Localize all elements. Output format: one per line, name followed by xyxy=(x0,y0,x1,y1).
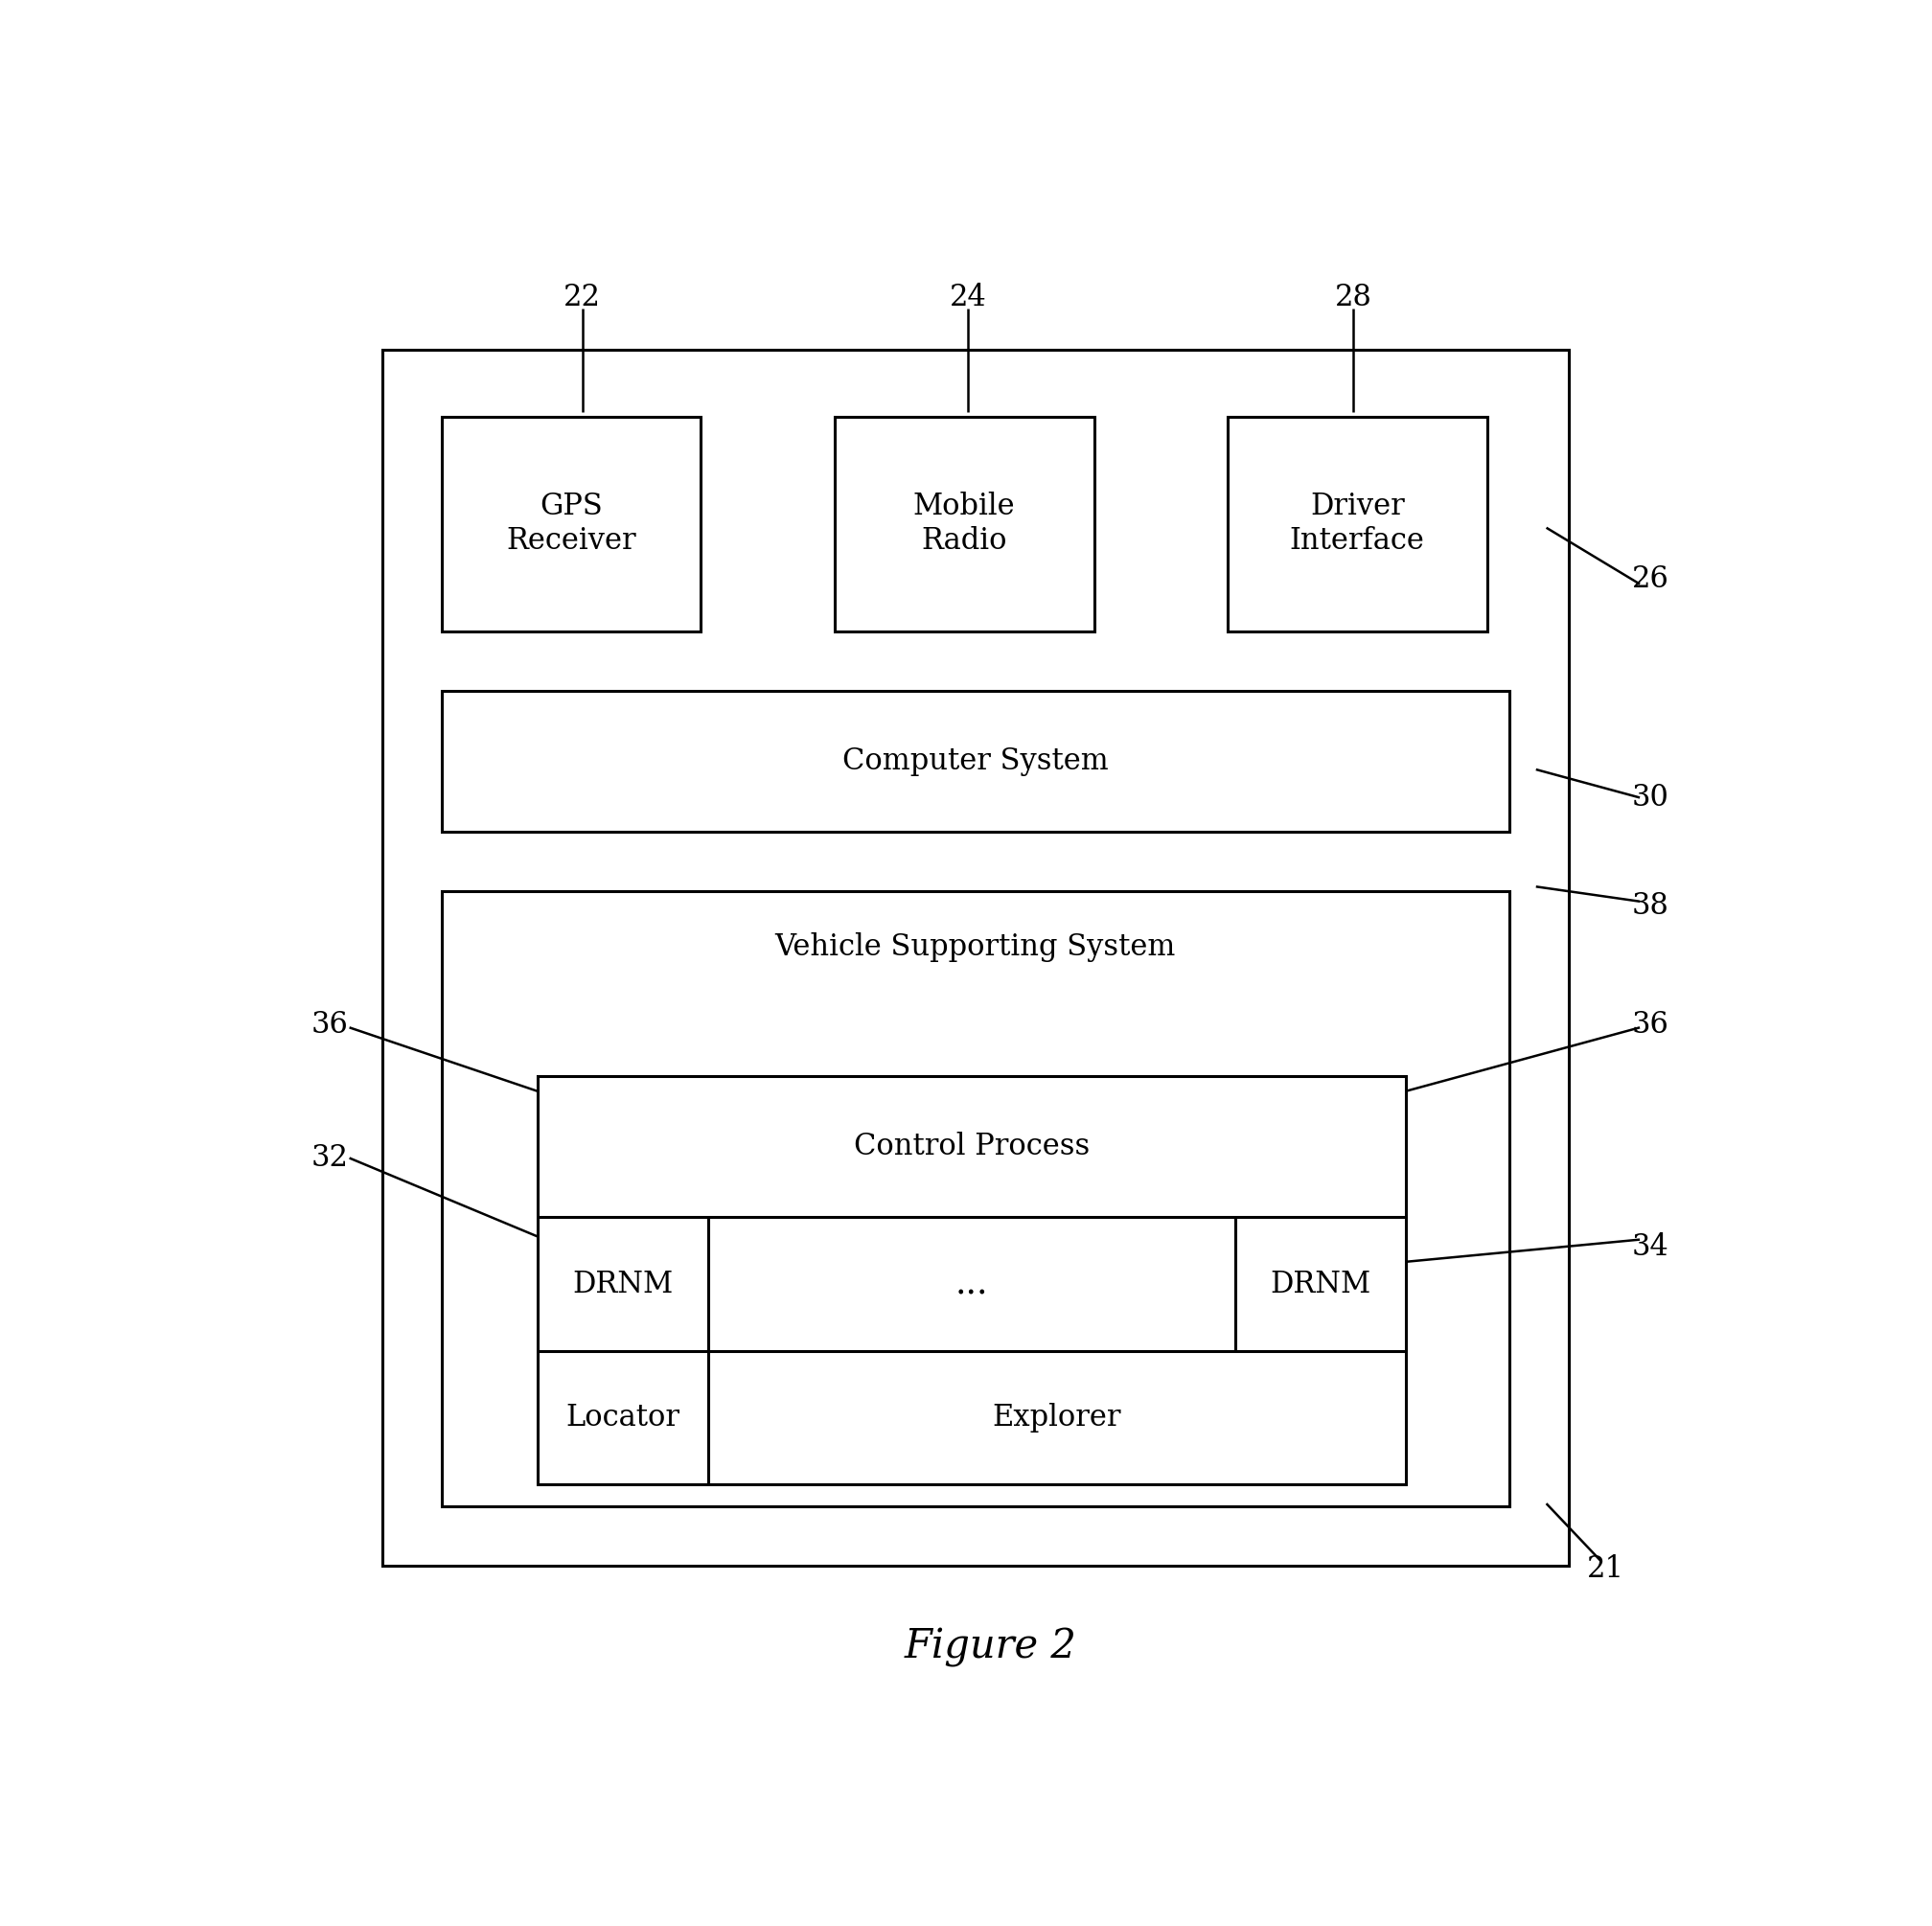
Bar xyxy=(537,1077,1405,1485)
Text: 30: 30 xyxy=(1631,782,1669,813)
Text: Computer System: Computer System xyxy=(842,747,1109,776)
Text: Control Process: Control Process xyxy=(854,1132,1090,1161)
Text: Driver
Interface: Driver Interface xyxy=(1291,491,1424,557)
Text: 28: 28 xyxy=(1335,283,1372,312)
Text: DRNM: DRNM xyxy=(572,1269,674,1298)
Text: 36: 36 xyxy=(311,1009,350,1040)
Text: 24: 24 xyxy=(949,283,987,312)
Text: 34: 34 xyxy=(1633,1233,1669,1262)
Bar xyxy=(440,416,701,632)
Text: 38: 38 xyxy=(1631,892,1669,921)
Text: Locator: Locator xyxy=(566,1402,680,1433)
Text: Vehicle Supporting System: Vehicle Supporting System xyxy=(775,932,1177,963)
Text: 21: 21 xyxy=(1586,1554,1625,1583)
Bar xyxy=(440,691,1509,832)
Text: Mobile
Radio: Mobile Radio xyxy=(914,491,1016,557)
Text: 22: 22 xyxy=(564,283,601,312)
Text: Figure 2: Figure 2 xyxy=(904,1627,1076,1668)
Bar xyxy=(835,416,1094,632)
Text: ...: ... xyxy=(954,1267,987,1300)
Text: 26: 26 xyxy=(1631,564,1669,595)
Text: 32: 32 xyxy=(311,1144,350,1173)
Text: DRNM: DRNM xyxy=(1269,1269,1370,1298)
Bar xyxy=(1227,416,1488,632)
Text: Explorer: Explorer xyxy=(993,1402,1121,1433)
Text: 36: 36 xyxy=(1631,1009,1669,1040)
Bar xyxy=(383,351,1569,1566)
Bar xyxy=(440,892,1509,1506)
Text: GPS
Receiver: GPS Receiver xyxy=(506,491,636,557)
